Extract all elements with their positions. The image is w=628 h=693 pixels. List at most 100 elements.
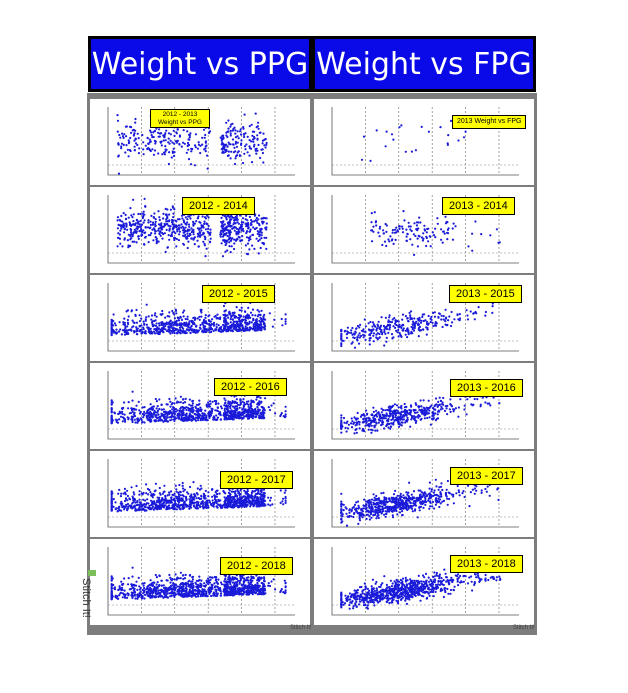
- data-point: [203, 148, 206, 151]
- data-point: [203, 222, 206, 225]
- data-point: [193, 494, 196, 497]
- data-point: [125, 144, 128, 147]
- data-point: [181, 323, 184, 326]
- data-point: [121, 583, 124, 586]
- data-point: [220, 216, 223, 219]
- data-point: [239, 240, 242, 243]
- data-point: [227, 215, 230, 218]
- data-point: [135, 404, 138, 407]
- data-point: [155, 315, 158, 318]
- data-point: [248, 139, 251, 142]
- data-point: [282, 591, 285, 594]
- data-point: [250, 140, 253, 143]
- data-point: [251, 586, 255, 589]
- data-point: [134, 142, 138, 145]
- data-point: [197, 496, 200, 500]
- data-point: [196, 493, 199, 496]
- data-point: [195, 505, 198, 508]
- data-point: [178, 413, 181, 416]
- data-point: [170, 218, 174, 222]
- data-point: [260, 328, 263, 331]
- data-point: [229, 215, 232, 218]
- data-point: [162, 212, 165, 215]
- data-point: [209, 578, 212, 581]
- data-point: [197, 589, 200, 592]
- data-point: [262, 220, 265, 224]
- data-point: [284, 501, 287, 504]
- data-point: [196, 595, 200, 598]
- data-point: [110, 415, 113, 418]
- data-point: [392, 138, 395, 141]
- data-point: [184, 407, 187, 410]
- data-point: [132, 591, 135, 594]
- data-point: [259, 323, 262, 327]
- data-point: [164, 504, 167, 507]
- data-point: [143, 590, 146, 594]
- data-point: [226, 322, 229, 325]
- data-point: [225, 131, 228, 134]
- data-point: [196, 227, 199, 230]
- data-point: [240, 320, 243, 323]
- data-point: [235, 583, 238, 586]
- data-point: [136, 419, 139, 422]
- data-point: [171, 151, 174, 154]
- data-point: [391, 229, 394, 232]
- data-point: [163, 484, 166, 487]
- data-point: [110, 333, 113, 336]
- data-point: [151, 416, 154, 419]
- data-point: [244, 310, 247, 313]
- data-point: [265, 226, 268, 229]
- data-point: [231, 594, 234, 597]
- data-point: [186, 592, 189, 595]
- data-point: [256, 581, 259, 584]
- data-point: [142, 498, 145, 501]
- data-point: [169, 133, 172, 136]
- data-point: [267, 503, 270, 506]
- data-point: [229, 231, 232, 234]
- data-point: [249, 591, 252, 594]
- data-point: [187, 138, 190, 141]
- data-point: [126, 494, 129, 498]
- data-point: [153, 587, 156, 590]
- data-point: [187, 329, 191, 332]
- data-point: [142, 221, 145, 224]
- data-point: [131, 399, 134, 402]
- data-point: [204, 133, 207, 137]
- data-point: [199, 323, 202, 327]
- data-point: [158, 486, 161, 490]
- data-point: [256, 503, 259, 506]
- data-point: [255, 574, 258, 577]
- data-point: [239, 489, 242, 492]
- data-point: [188, 403, 191, 406]
- data-point: [203, 235, 206, 238]
- data-point: [123, 323, 127, 327]
- data-point: [174, 573, 177, 576]
- data-point: [239, 498, 242, 501]
- data-point: [182, 315, 185, 318]
- data-point: [257, 395, 260, 398]
- scatter-panel: 2012 - 2013 Weight vs PPG: [90, 99, 310, 185]
- data-point: [142, 416, 145, 419]
- data-point: [217, 500, 220, 503]
- data-point: [133, 240, 136, 243]
- data-point: [187, 240, 190, 243]
- data-point: [144, 236, 147, 239]
- data-point: [178, 417, 181, 420]
- data-point: [245, 402, 249, 405]
- data-point: [234, 142, 237, 145]
- data-point: [142, 210, 145, 213]
- data-point: [255, 237, 258, 240]
- data-point: [221, 227, 224, 230]
- data-point: [231, 591, 234, 595]
- data-point: [209, 576, 212, 579]
- data-point: [168, 412, 171, 415]
- chart-title-label: 2012 - 2017: [220, 471, 293, 489]
- data-point: [225, 240, 228, 243]
- data-point: [110, 500, 113, 503]
- data-point: [256, 587, 259, 590]
- data-point: [154, 596, 157, 599]
- data-point: [148, 413, 151, 416]
- data-point: [260, 413, 263, 416]
- data-point: [390, 133, 394, 136]
- data-point: [153, 149, 157, 152]
